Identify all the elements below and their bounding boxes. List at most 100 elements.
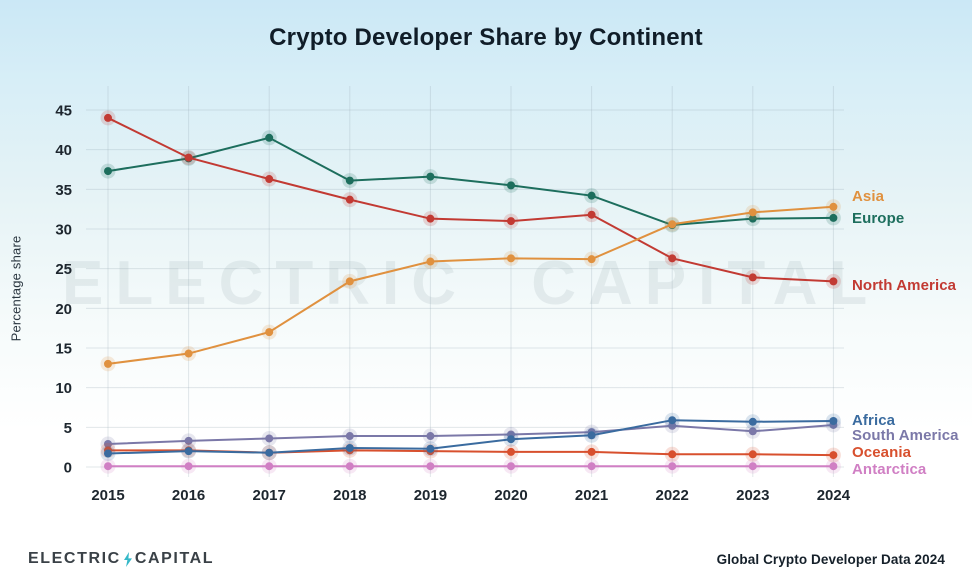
data-point (104, 449, 112, 458)
data-point (345, 277, 354, 286)
data-point (748, 208, 757, 217)
data-point (748, 214, 757, 223)
logo-word-capital: CAPITAL (134, 550, 215, 567)
y-tick-label: 30 (55, 222, 72, 239)
data-point (184, 153, 193, 162)
footer-source-text: Global Crypto Developer Data 2024 (716, 552, 945, 567)
data-point (507, 447, 515, 456)
data-point (345, 462, 354, 471)
series-label-north-america: North America (852, 277, 957, 294)
data-point (184, 349, 193, 358)
data-point (507, 462, 515, 471)
data-point (104, 167, 112, 176)
data-point (829, 277, 838, 286)
series-label-south-america: South America (852, 427, 959, 444)
data-point (587, 191, 596, 200)
data-point (184, 447, 193, 456)
data-point (829, 462, 838, 471)
series-line-north-america (107, 117, 834, 283)
x-tick-label: 2018 (333, 487, 366, 504)
y-tick-label: 10 (55, 380, 72, 397)
y-tick-label: 0 (64, 460, 72, 477)
page-title: Crypto Developer Share by Continent (269, 24, 703, 51)
data-point (748, 417, 757, 426)
data-point (668, 220, 677, 229)
data-point (104, 359, 112, 368)
axis-tick-labels: 0 5 10 15 20 25 30 35 40 45 2015 2016 2017 2018 2019 20… (55, 103, 850, 505)
data-point (829, 451, 838, 460)
x-tick-label: 2017 (253, 487, 286, 504)
series-label-europe: Europe (852, 210, 905, 227)
data-point (507, 217, 515, 226)
data-point (668, 421, 677, 430)
line-chart: 0 5 10 15 20 25 30 35 40 45 2015 2016 2017 2018 2019 20… (55, 86, 851, 505)
data-point (104, 439, 112, 448)
y-tick-label: 5 (64, 420, 72, 437)
data-point (265, 448, 274, 457)
y-tick-label: 25 (55, 261, 72, 278)
x-tick-label: 2023 (736, 487, 769, 504)
data-point (345, 195, 354, 204)
data-point (345, 432, 354, 441)
y-tick-label: 35 (55, 182, 72, 199)
data-point (426, 257, 435, 266)
data-point (507, 435, 515, 444)
data-point (265, 133, 274, 142)
data-point (668, 462, 677, 471)
data-point (104, 113, 112, 122)
data-point (829, 202, 838, 211)
grid-lines (86, 86, 844, 477)
series-line-europe (107, 136, 834, 227)
series-label-africa: Africa (852, 412, 896, 429)
y-tick-label: 40 (55, 142, 72, 159)
data-point (507, 254, 515, 263)
series-line-africa (107, 419, 834, 455)
logo-word-electric: ELECTRIC (28, 550, 121, 567)
series-lines (100, 110, 841, 474)
data-point (668, 450, 677, 459)
x-tick-label: 2021 (575, 487, 608, 504)
data-point (748, 450, 757, 459)
lightning-bolt-icon (123, 551, 132, 567)
data-point (184, 462, 193, 471)
x-tick-label: 2022 (656, 487, 689, 504)
data-point (587, 431, 596, 440)
series-line-south-america (107, 423, 834, 445)
y-tick-label: 20 (55, 301, 72, 318)
data-point (426, 462, 435, 471)
data-point (587, 210, 596, 219)
data-point (345, 176, 354, 185)
data-point (587, 447, 596, 456)
data-point (668, 416, 677, 425)
data-point (345, 443, 354, 452)
data-point (507, 181, 515, 190)
data-point (748, 462, 757, 471)
y-tick-label: 45 (55, 103, 72, 120)
x-tick-label: 2015 (91, 487, 124, 504)
data-point (829, 213, 838, 222)
data-point (265, 434, 274, 443)
x-tick-label: 2020 (494, 487, 527, 504)
series-label-asia: Asia (852, 188, 885, 205)
data-point (426, 444, 435, 453)
data-point (184, 436, 193, 445)
data-point (265, 175, 274, 184)
data-point (587, 462, 596, 471)
data-point (426, 432, 435, 441)
electric-capital-logo: ELECTRIC CAPITAL (28, 550, 214, 568)
series-label-oceania: Oceania (852, 444, 912, 461)
x-tick-label: 2019 (414, 487, 447, 504)
data-point (265, 328, 274, 337)
series-line-asia (107, 205, 834, 365)
data-point (748, 427, 757, 436)
y-tick-label: 15 (55, 341, 72, 358)
data-point (104, 462, 112, 471)
data-point (426, 214, 435, 223)
series-label-antarctica: Antarctica (852, 461, 927, 478)
data-point (748, 273, 757, 282)
x-tick-label: 2024 (817, 487, 851, 504)
data-point (668, 254, 677, 263)
data-point (829, 416, 838, 425)
data-point (587, 255, 596, 264)
data-point (265, 462, 274, 471)
